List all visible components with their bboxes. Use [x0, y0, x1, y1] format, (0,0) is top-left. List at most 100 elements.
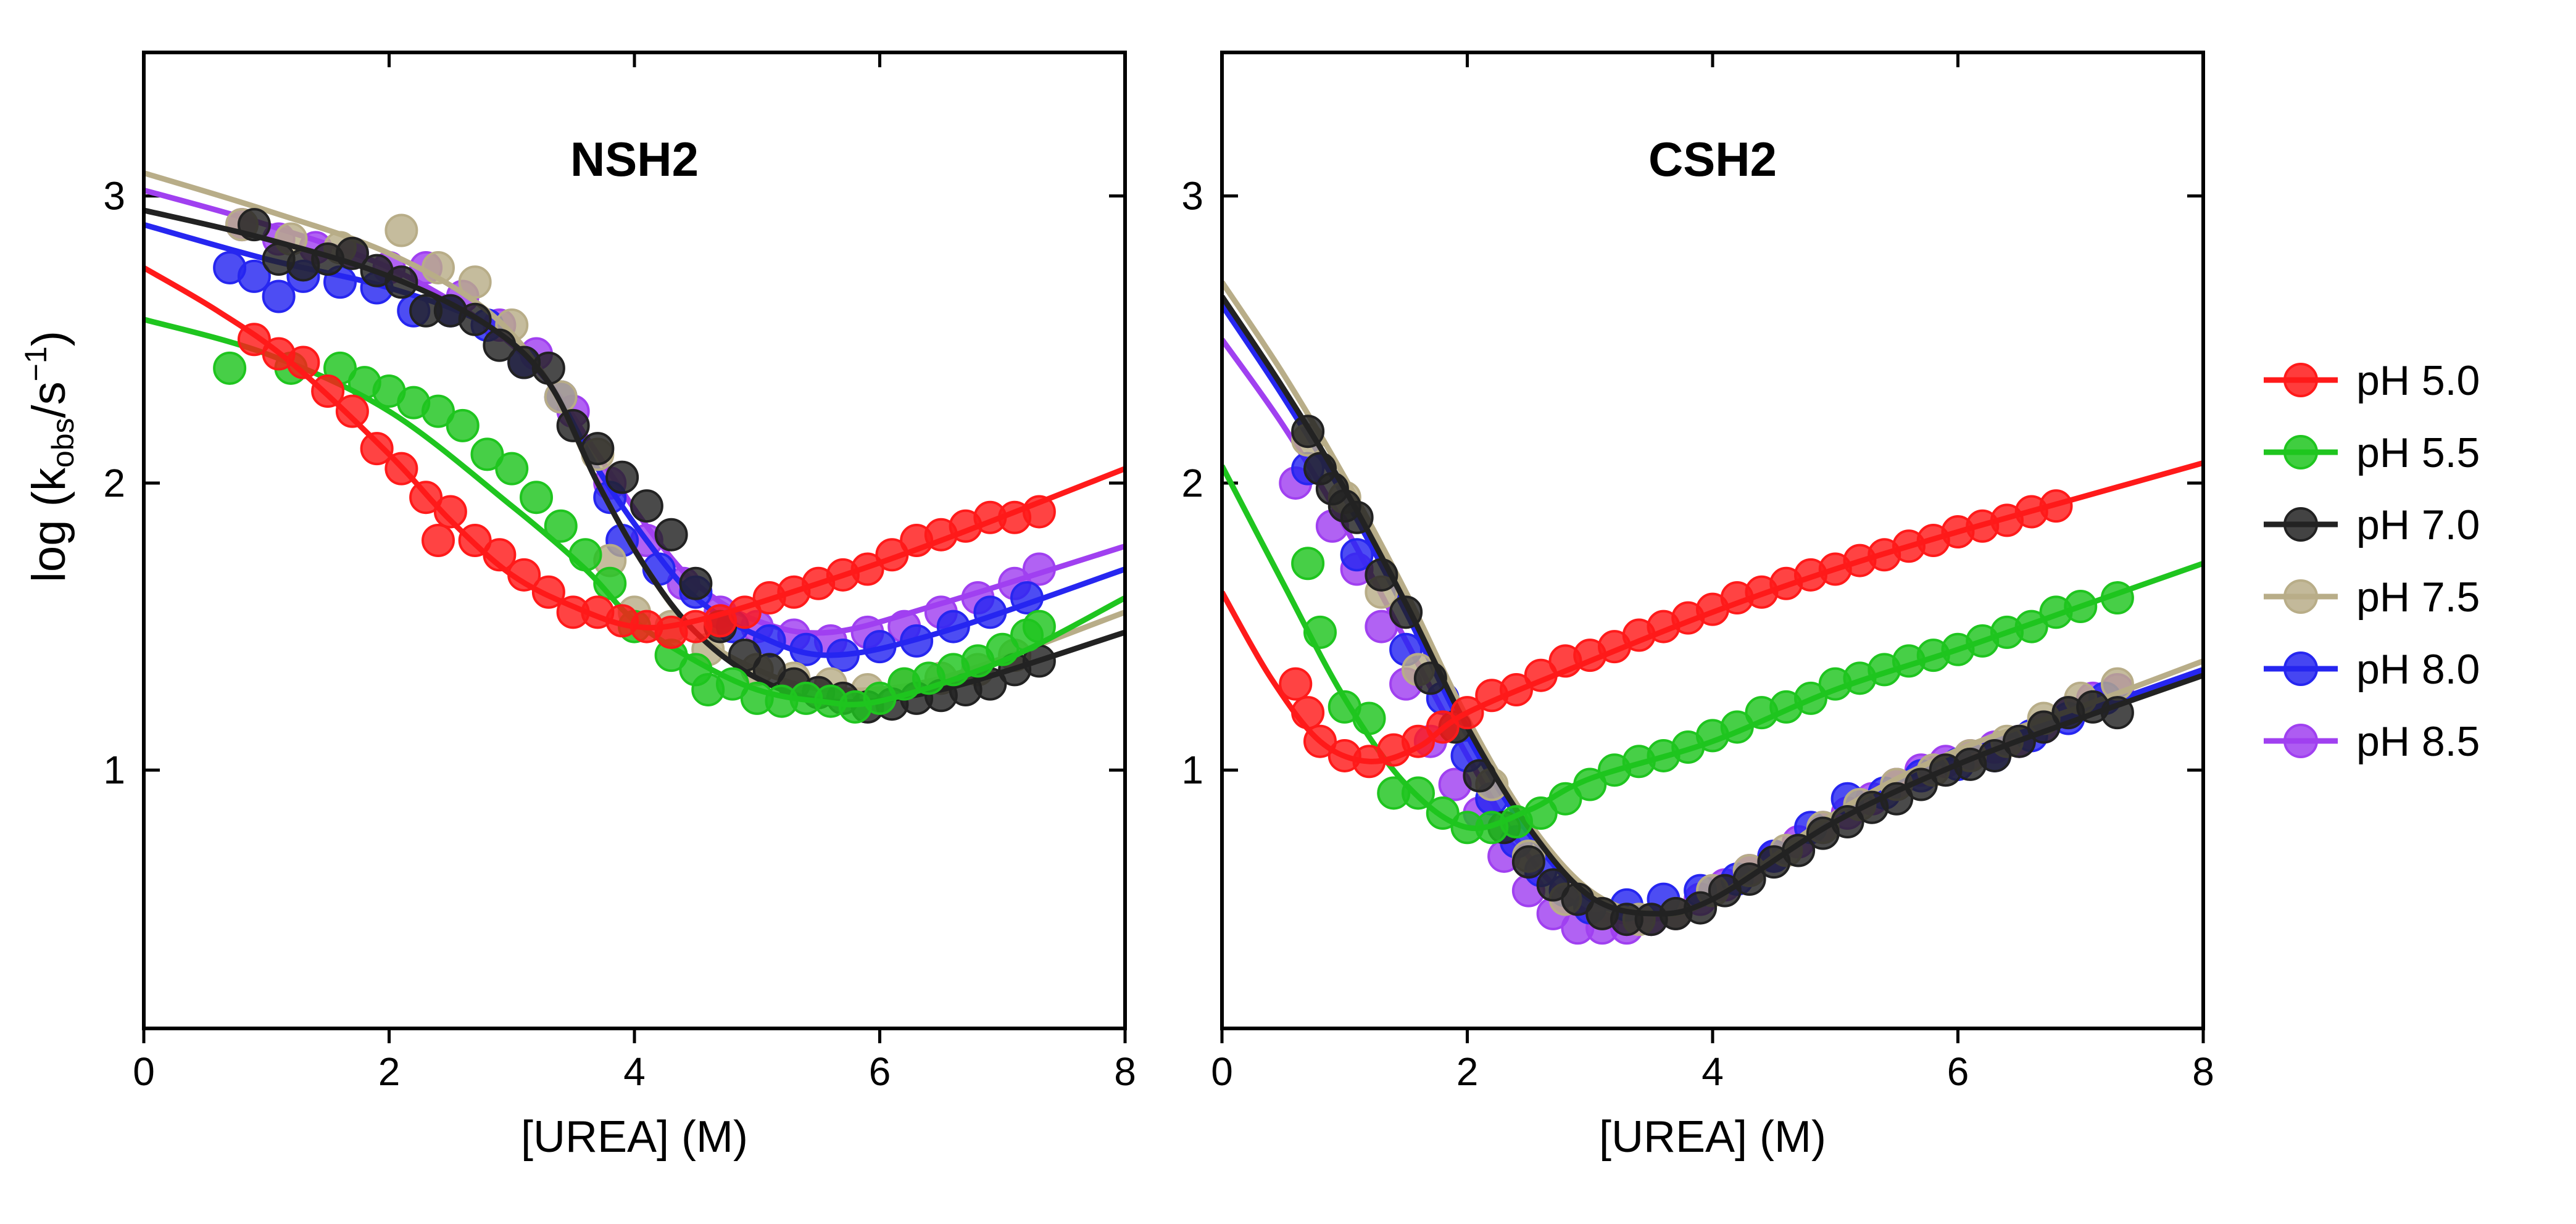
x-axis-label: [UREA] (M)	[1599, 1112, 1826, 1162]
plot-area	[1224, 280, 2201, 945]
x-tick-label: 0	[1211, 1049, 1233, 1094]
data-point	[1010, 581, 1044, 615]
data-point	[483, 538, 517, 572]
data-point	[1340, 538, 1374, 572]
data-point	[2039, 489, 2073, 523]
x-tick-label: 4	[623, 1049, 646, 1094]
data-point	[728, 639, 762, 672]
data-point	[1573, 767, 1607, 801]
data-point	[458, 265, 492, 299]
data-point	[1279, 667, 1313, 701]
data-point	[1022, 495, 1056, 529]
data-point	[1291, 547, 1325, 581]
data-point	[1732, 862, 1766, 896]
legend-label: pH 8.0	[2356, 646, 2480, 693]
data-point	[1365, 558, 1398, 592]
data-point	[384, 213, 418, 247]
x-tick-label: 8	[2192, 1049, 2214, 1094]
legend: pH 5.0 pH 5.5 pH 7.0 pH 7.5 pH 8.0 pH 8.5	[2264, 357, 2480, 765]
data-point	[1548, 782, 1582, 816]
y-tick-label: 3	[103, 174, 125, 218]
y-axis-label-mid: /s	[23, 381, 75, 418]
x-axis-label: [UREA] (M)	[521, 1112, 748, 1162]
data-point	[1303, 615, 1337, 649]
y-axis-label-sup: −1	[19, 346, 53, 381]
legend-label: pH 7.5	[2356, 574, 2480, 621]
data-point	[422, 524, 455, 557]
series-ph-5-5	[146, 316, 1123, 724]
data-point	[1500, 672, 1533, 706]
data-point	[556, 408, 590, 442]
data-point	[1524, 796, 1558, 830]
data-point	[311, 374, 345, 408]
data-point	[433, 495, 467, 529]
chart-panel-csh2: 0 2 4 6 8 1 2 3 CSH2 [UREA] (M)	[1181, 51, 2214, 1162]
data-point	[986, 632, 1020, 666]
data-point	[446, 408, 480, 442]
data-point	[1365, 610, 1398, 643]
data-point	[629, 489, 663, 523]
data-point	[850, 552, 884, 586]
data-point	[531, 575, 565, 609]
data-point	[360, 432, 394, 466]
legend-item: pH 5.5	[2264, 429, 2480, 476]
data-point	[520, 481, 553, 515]
data-point	[1426, 796, 1460, 830]
y-tick-label: 1	[103, 748, 125, 792]
data-point	[531, 351, 565, 385]
data-point	[1561, 882, 1595, 916]
data-point	[2002, 724, 2036, 758]
legend-marker	[2283, 363, 2318, 397]
legend-marker	[2283, 724, 2318, 758]
y-tick-label: 2	[103, 461, 125, 505]
data-point	[409, 481, 443, 515]
series-ph-8-5	[1224, 337, 2201, 945]
data-point	[1413, 661, 1447, 695]
data-point	[716, 667, 749, 701]
y-axis-label-sub: obs	[46, 418, 80, 468]
data-point	[1291, 696, 1325, 730]
data-point	[507, 558, 541, 592]
data-point	[495, 452, 529, 486]
data-point	[679, 566, 713, 600]
legend-label: pH 5.0	[2356, 357, 2480, 404]
data-point	[1684, 891, 1718, 925]
data-point	[237, 259, 271, 293]
data-point	[789, 632, 823, 666]
x-tick-label: 4	[1701, 1049, 1724, 1094]
legend-marker	[2283, 579, 2318, 614]
data-point	[1022, 552, 1056, 586]
data-point	[544, 509, 578, 543]
data-point	[581, 432, 615, 466]
data-point	[2100, 581, 2134, 615]
y-axis-label: log (kobs/s−1)	[19, 331, 80, 582]
legend-marker	[2283, 651, 2318, 686]
data-point	[752, 653, 786, 687]
x-tick-label: 8	[1114, 1049, 1136, 1094]
legend-marker	[2283, 507, 2318, 542]
series-ph-5-0	[1224, 460, 2201, 779]
legend-item: pH 7.0	[2264, 502, 2480, 548]
data-point	[1524, 658, 1558, 692]
data-point	[422, 250, 455, 284]
y-tick-label: 2	[1181, 461, 1203, 505]
data-point	[2100, 696, 2134, 730]
legend-item: pH 8.5	[2264, 718, 2480, 765]
data-point	[1463, 759, 1497, 793]
y-axis-label-main: log (k	[23, 467, 75, 582]
x-tick-label: 6	[869, 1049, 891, 1094]
legend-item: pH 5.0	[2264, 357, 2480, 404]
data-point	[1303, 724, 1337, 758]
data-point	[900, 624, 934, 658]
data-point	[335, 394, 369, 428]
data-point	[1340, 500, 1374, 534]
data-point	[1511, 845, 1545, 879]
data-point	[1389, 595, 1423, 629]
data-point	[237, 323, 271, 357]
data-point	[875, 538, 909, 572]
data-point	[384, 265, 418, 299]
data-point	[2100, 667, 2134, 701]
data-point	[237, 208, 271, 242]
data-point	[384, 452, 418, 486]
